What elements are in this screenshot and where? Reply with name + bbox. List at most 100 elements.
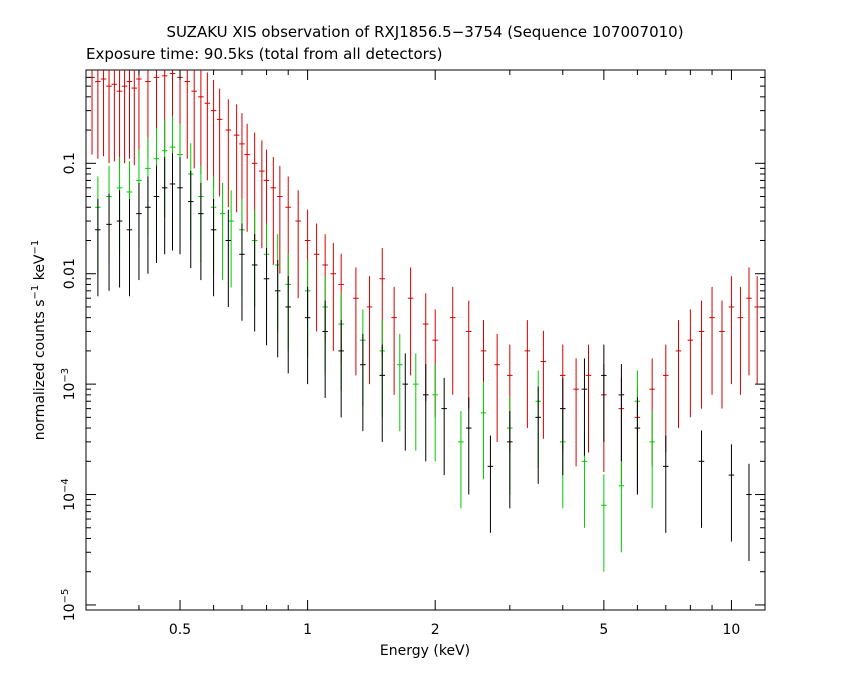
data-point bbox=[198, 70, 204, 175]
data-point bbox=[277, 165, 283, 274]
data-point bbox=[618, 364, 625, 462]
data-point bbox=[295, 190, 301, 299]
series-1 bbox=[95, 116, 655, 572]
y-tick-label: 0.01 bbox=[62, 258, 78, 289]
y-axis-label-unit: keV bbox=[32, 254, 48, 285]
data-point bbox=[116, 190, 123, 288]
data-point bbox=[581, 358, 588, 456]
data-point bbox=[432, 364, 438, 462]
data-point bbox=[330, 242, 337, 351]
data-point bbox=[663, 435, 669, 533]
data-point bbox=[397, 333, 403, 432]
data-point bbox=[675, 320, 682, 429]
data-point bbox=[422, 364, 429, 462]
y-axis-label: normalized counts s−1 keV−1 bbox=[30, 240, 48, 441]
data-point bbox=[649, 411, 655, 509]
data-point bbox=[391, 286, 397, 395]
data-point bbox=[95, 199, 101, 297]
data-point bbox=[322, 300, 328, 398]
data-point bbox=[161, 157, 168, 255]
data-point bbox=[95, 70, 101, 159]
data-point bbox=[746, 267, 752, 376]
data-point bbox=[121, 70, 128, 164]
data-point bbox=[259, 140, 265, 249]
data-point bbox=[698, 430, 705, 528]
data-point bbox=[116, 70, 123, 169]
data-point bbox=[244, 123, 250, 232]
ticks-layer: 0.5 1 2 5 10 0.1 0.01 10−3 10−4 10−5 bbox=[60, 70, 765, 638]
data-point bbox=[458, 411, 464, 509]
chart-subtitle: Exposure time: 90.5ks (total from all de… bbox=[86, 45, 442, 63]
data-point bbox=[239, 223, 245, 321]
data-point bbox=[573, 358, 579, 467]
data-point bbox=[524, 320, 531, 429]
y-axis-label-main: normalized counts s bbox=[32, 299, 48, 440]
data-point bbox=[106, 193, 112, 291]
x-axis-label: Energy (keV) bbox=[380, 643, 470, 659]
data-point bbox=[480, 382, 487, 480]
data-point bbox=[560, 377, 566, 476]
data-point bbox=[413, 353, 419, 451]
data-point bbox=[698, 300, 705, 409]
data-point bbox=[216, 88, 223, 197]
series-0 bbox=[89, 70, 760, 495]
data-point bbox=[449, 286, 456, 395]
y-axis-label-exp2: −1 bbox=[30, 240, 41, 255]
data-point bbox=[487, 435, 494, 533]
data-point bbox=[136, 70, 142, 157]
data-point bbox=[126, 70, 133, 159]
data-point bbox=[106, 70, 112, 164]
data-point bbox=[360, 333, 366, 432]
data-point bbox=[177, 157, 183, 255]
x-tick-label: 5 bbox=[599, 622, 608, 638]
x-tick-label: 2 bbox=[431, 622, 440, 638]
data-point bbox=[285, 276, 291, 374]
series-layer bbox=[89, 70, 760, 572]
x-tick-label: 0.5 bbox=[169, 622, 191, 638]
series-2 bbox=[95, 153, 752, 562]
data-point bbox=[634, 397, 641, 495]
data-point bbox=[169, 153, 176, 251]
x-tick-label: 10 bbox=[723, 622, 741, 638]
data-point bbox=[728, 444, 735, 542]
data-point bbox=[145, 176, 151, 274]
data-point bbox=[187, 170, 194, 269]
data-point bbox=[313, 223, 320, 332]
data-point bbox=[338, 320, 344, 418]
data-point bbox=[270, 157, 277, 265]
y-axis-label-exp1: −1 bbox=[30, 285, 41, 300]
data-point bbox=[465, 300, 472, 409]
y-tick-label: 0.1 bbox=[62, 152, 78, 174]
data-point bbox=[402, 353, 409, 451]
data-point bbox=[465, 397, 472, 495]
data-point bbox=[494, 333, 500, 442]
y-tick-label: 10−4 bbox=[60, 478, 78, 511]
data-point bbox=[601, 474, 607, 572]
data-point bbox=[535, 386, 541, 484]
data-point bbox=[274, 260, 281, 358]
data-point bbox=[728, 276, 735, 385]
data-point bbox=[111, 70, 118, 162]
data-point bbox=[225, 99, 232, 208]
data-point bbox=[709, 286, 715, 395]
data-point bbox=[687, 309, 694, 418]
y-tick-label: 10−5 bbox=[60, 589, 78, 622]
data-point bbox=[233, 104, 240, 213]
data-point bbox=[131, 70, 138, 166]
plot-frame bbox=[85, 69, 766, 611]
data-point bbox=[210, 199, 217, 297]
data-point bbox=[100, 70, 107, 157]
data-point bbox=[204, 72, 211, 181]
data-point bbox=[540, 330, 547, 439]
data-point bbox=[153, 165, 160, 264]
data-point bbox=[198, 182, 204, 281]
data-point bbox=[754, 276, 760, 385]
data-point bbox=[210, 79, 217, 188]
data-point bbox=[184, 70, 190, 159]
data-point bbox=[228, 190, 234, 288]
data-point bbox=[737, 286, 744, 395]
data-point bbox=[366, 276, 373, 385]
data-point bbox=[251, 234, 258, 332]
data-point bbox=[263, 247, 270, 346]
